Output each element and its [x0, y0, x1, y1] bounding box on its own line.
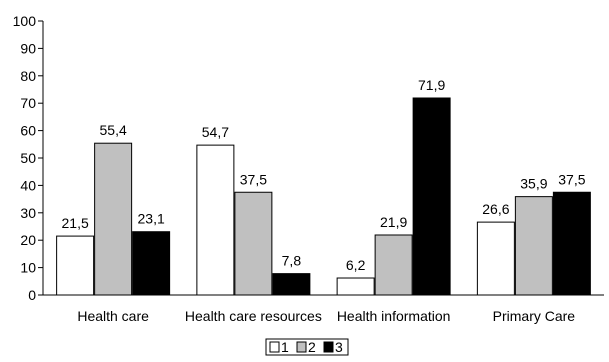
y-tick-label: 10 — [20, 260, 36, 276]
data-label: 6,2 — [346, 257, 366, 273]
bar-series-1 — [196, 144, 235, 296]
bar-series-3 — [412, 97, 451, 296]
bar-series-3 — [132, 231, 171, 296]
bar-series-2 — [234, 191, 273, 296]
y-tick-label: 60 — [20, 123, 36, 139]
y-tick-label: 70 — [20, 95, 36, 111]
y-tick-label: 50 — [20, 150, 36, 166]
data-label: 55,4 — [100, 122, 127, 138]
y-tick-label: 20 — [20, 232, 36, 248]
bars — [56, 97, 591, 296]
legend-swatch — [296, 341, 307, 353]
bar-series-2 — [94, 142, 133, 296]
data-label: 71,9 — [418, 77, 445, 93]
y-axis: 0 10 20 30 40 50 60 70 80 90 100 — [13, 13, 44, 303]
data-label: 54,7 — [202, 124, 229, 140]
data-label: 23,1 — [138, 211, 165, 227]
x-category-label: Health care — [77, 308, 149, 324]
x-category-label: Primary Care — [493, 308, 576, 324]
data-label: 21,9 — [380, 214, 407, 230]
legend: 1 2 3 — [265, 338, 349, 356]
bar-series-3 — [272, 273, 311, 296]
legend-label: 1 — [281, 339, 289, 355]
data-labels: 21,5 55,4 23,1 54,7 37,5 7,8 6,2 21,9 71,9 26,6 35… — [62, 77, 586, 273]
legend-label: 2 — [308, 339, 316, 355]
data-label: 35,9 — [520, 176, 547, 192]
bar-series-1 — [56, 235, 95, 296]
x-category-label: Health care resources — [185, 308, 322, 324]
data-label: 37,5 — [240, 171, 267, 187]
y-tick-label: 0 — [28, 287, 36, 303]
x-axis: Health care Health care resources Health i… — [43, 294, 604, 324]
y-tick-label: 40 — [20, 177, 36, 193]
bar-series-1 — [476, 221, 515, 296]
y-tick-label: 100 — [13, 13, 37, 29]
data-label: 7,8 — [282, 253, 302, 269]
bar-series-3 — [552, 191, 591, 296]
y-tick-label: 80 — [20, 68, 36, 84]
data-label: 21,5 — [62, 215, 89, 231]
bar-series-1 — [336, 277, 375, 296]
data-label: 26,6 — [482, 201, 509, 217]
data-label: 37,5 — [558, 171, 585, 187]
y-tick-label: 90 — [20, 40, 36, 56]
legend-swatch — [323, 341, 334, 353]
x-category-label: Health information — [337, 308, 451, 324]
legend-swatch — [269, 341, 280, 353]
bar-series-2 — [514, 196, 553, 296]
y-tick-label: 30 — [20, 205, 36, 221]
legend-label: 3 — [335, 339, 343, 355]
bar-series-2 — [374, 234, 413, 296]
